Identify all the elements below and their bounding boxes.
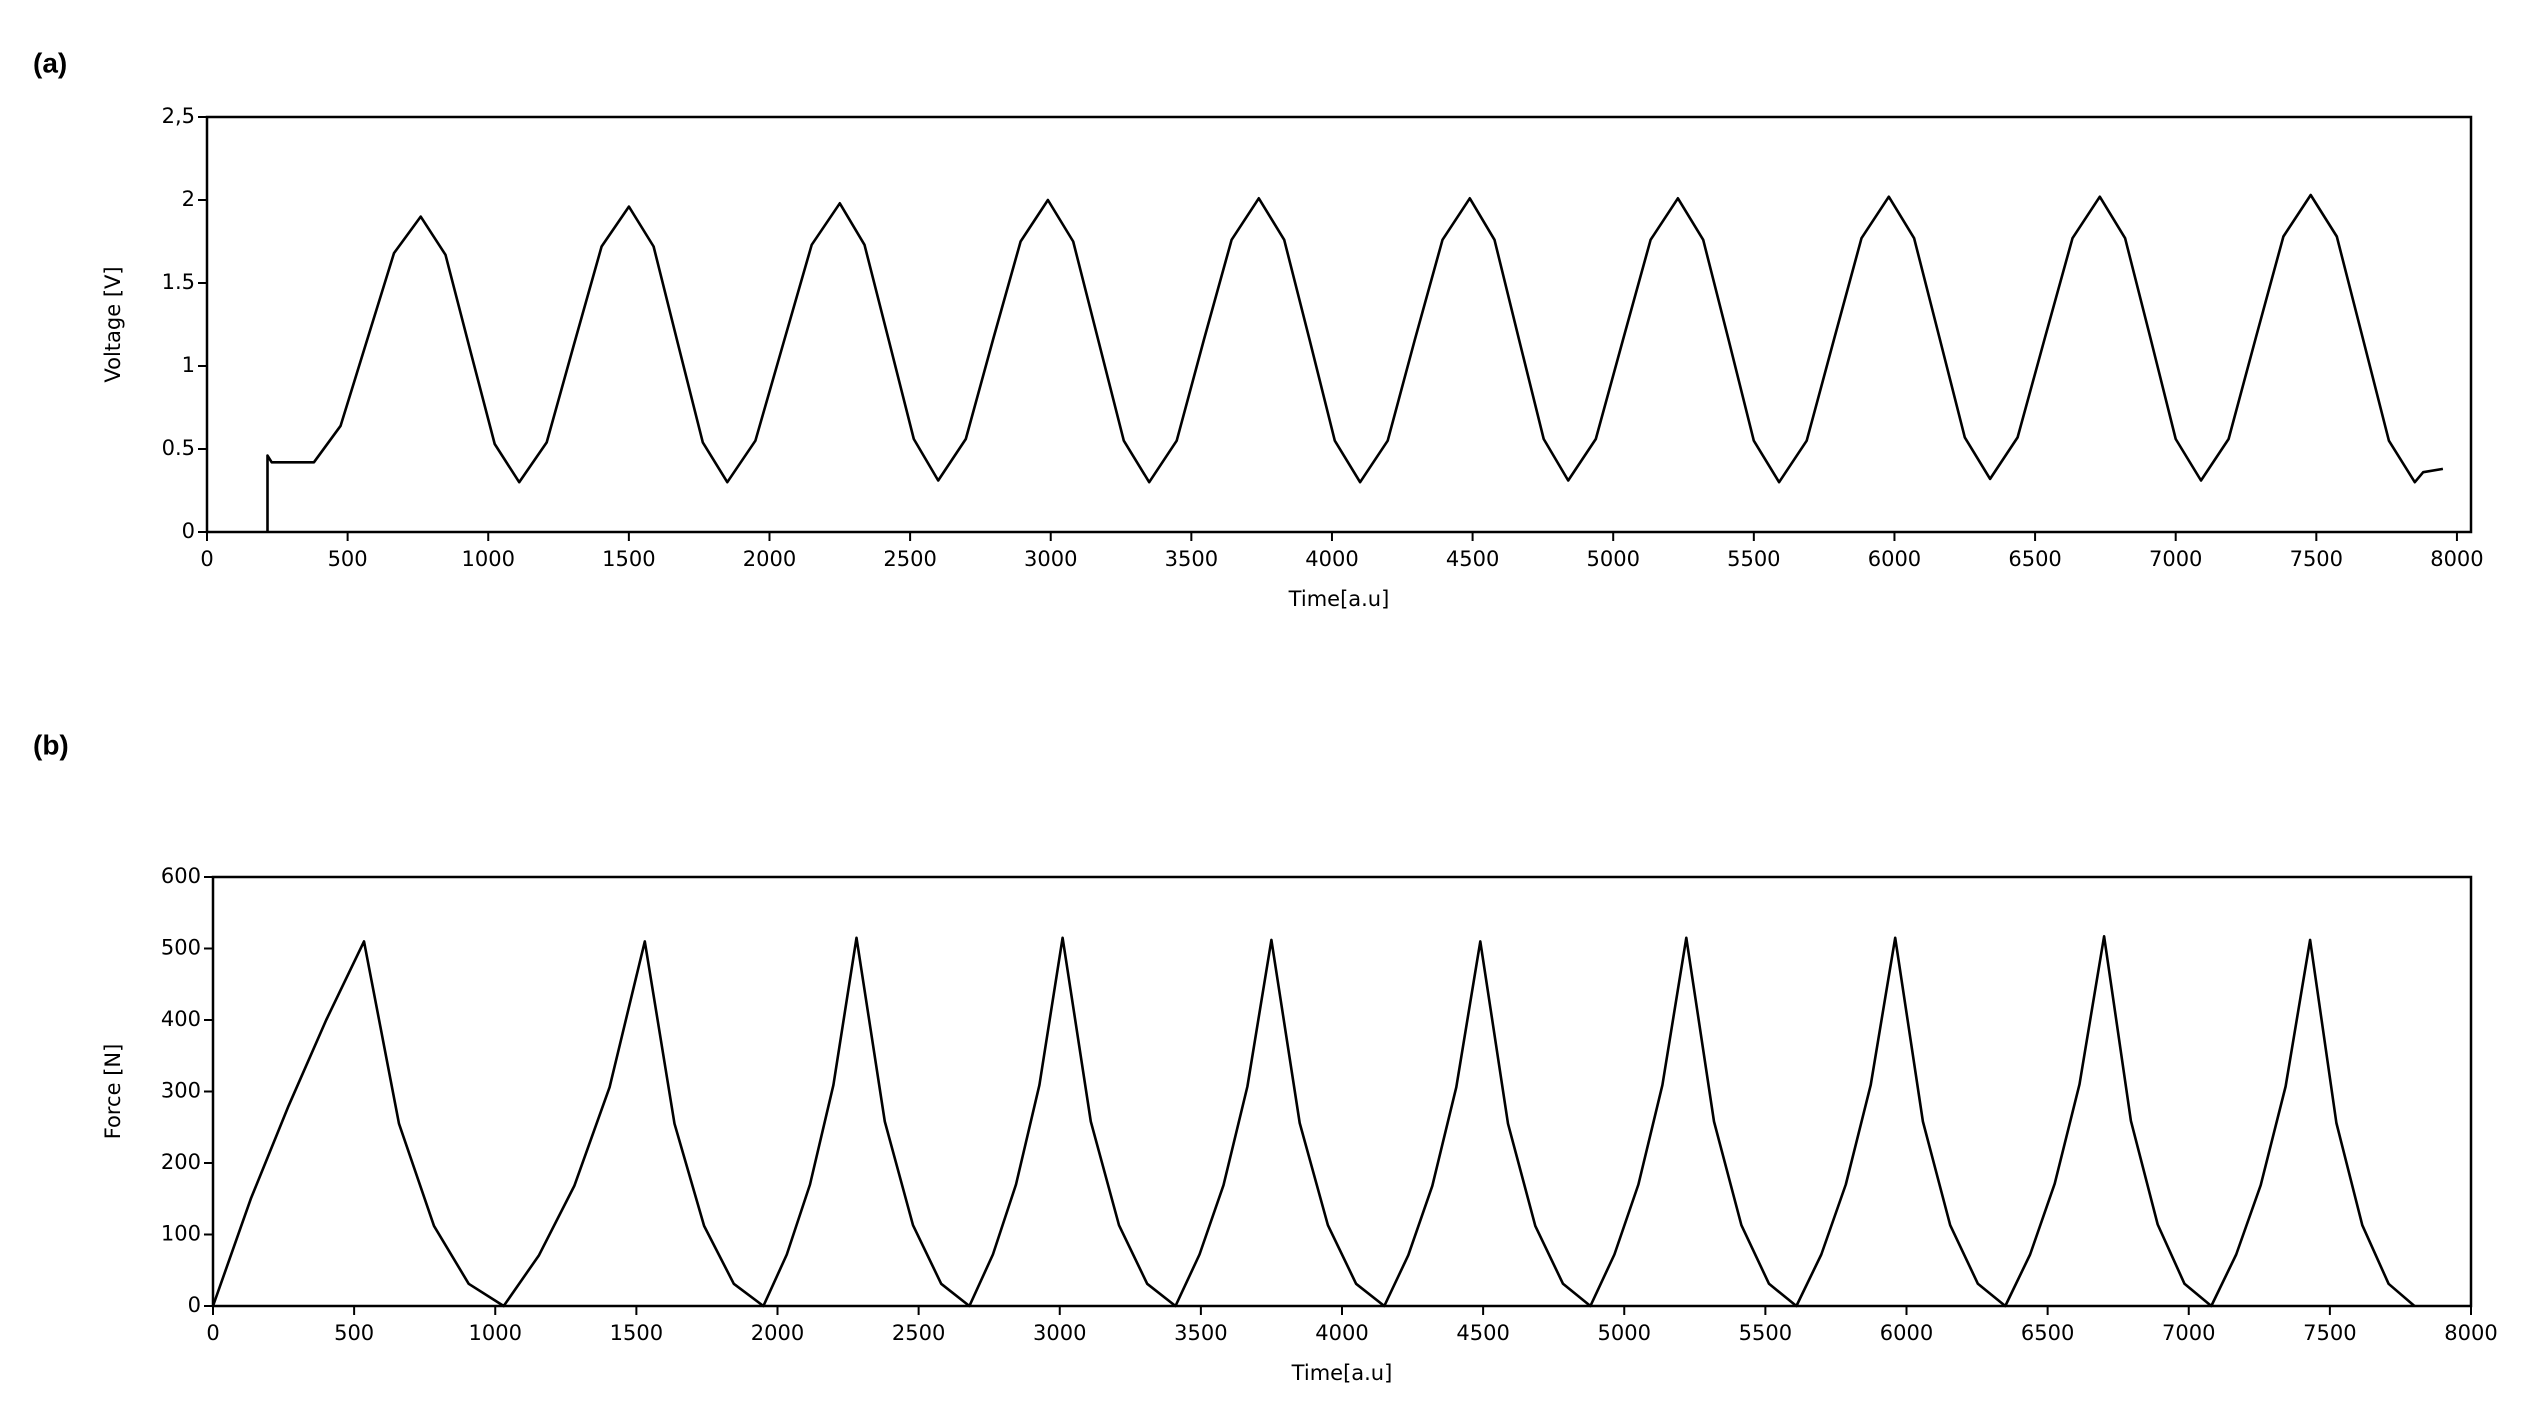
x-tick-label: 1000 — [469, 1321, 522, 1345]
x-tick-label: 1500 — [602, 547, 655, 571]
x-tick-label: 8000 — [2444, 1321, 2497, 1345]
x-tick-label: 6500 — [2008, 547, 2061, 571]
x-tick-label: 3500 — [1165, 547, 1218, 571]
x-tick-label: 4000 — [1315, 1321, 1368, 1345]
y-tick-label: 400 — [161, 1007, 201, 1031]
x-tick-label: 5500 — [1739, 1321, 1792, 1345]
plot-frame — [205, 115, 2473, 534]
x-tick-label: 6500 — [2021, 1321, 2074, 1345]
x-tick-label: 500 — [328, 547, 368, 571]
y-tick-label: 100 — [161, 1222, 201, 1246]
x-tick-label: 2000 — [751, 1321, 804, 1345]
x-tick-label: 4500 — [1456, 1321, 1509, 1345]
x-tick-label: 7000 — [2149, 547, 2202, 571]
x-tick-label: 4000 — [1305, 547, 1358, 571]
x-tick-label: 6000 — [1868, 547, 1921, 571]
y-tick-label: 600 — [161, 864, 201, 888]
y-tick-label: 300 — [161, 1079, 201, 1103]
data-line — [211, 934, 2416, 1308]
x-tick-label: 3500 — [1174, 1321, 1227, 1345]
y-tick-label: 1 — [182, 353, 195, 377]
x-tick-label: 500 — [334, 1321, 374, 1345]
x-tick-label: 7500 — [2290, 547, 2343, 571]
y-tick-label: 2,5 — [162, 104, 195, 128]
panel-label: (a) — [33, 47, 67, 78]
x-tick-label: 7000 — [2162, 1321, 2215, 1345]
y-tick-label: 0 — [182, 519, 195, 543]
y-tick-label: 1.5 — [162, 270, 195, 294]
x-tick-label: 5000 — [1586, 547, 1639, 571]
y-axis-title: Voltage [V] — [101, 266, 125, 382]
x-tick-label: 0 — [206, 1321, 219, 1345]
y-axis-title: Force [N] — [101, 1044, 125, 1140]
y-tick-label: 200 — [161, 1150, 201, 1174]
x-tick-label: 1500 — [610, 1321, 663, 1345]
x-tick-label: 2500 — [892, 1321, 945, 1345]
x-tick-label: 0 — [200, 547, 213, 571]
x-axis-title: Time[a.u] — [1291, 1361, 1393, 1385]
x-tick-label: 4500 — [1446, 547, 1499, 571]
y-tick-label: 2 — [182, 187, 195, 211]
panel-label: (b) — [33, 729, 69, 760]
x-tick-label: 5500 — [1727, 547, 1780, 571]
x-tick-label: 7500 — [2303, 1321, 2356, 1345]
x-axis-title: Time[a.u] — [1288, 587, 1390, 611]
y-tick-label: 0 — [188, 1293, 201, 1317]
x-tick-label: 1000 — [462, 547, 515, 571]
x-tick-label: 2500 — [883, 547, 936, 571]
y-tick-label: 0.5 — [162, 436, 195, 460]
data-line — [266, 193, 2444, 532]
plot-frame — [211, 875, 2473, 1308]
x-tick-label: 3000 — [1024, 547, 1077, 571]
x-tick-label: 6000 — [1880, 1321, 1933, 1345]
x-tick-label: 5000 — [1598, 1321, 1651, 1345]
x-tick-label: 3000 — [1033, 1321, 1086, 1345]
x-tick-label: 2000 — [743, 547, 796, 571]
x-tick-label: 8000 — [2430, 547, 2483, 571]
y-tick-label: 500 — [161, 936, 201, 960]
